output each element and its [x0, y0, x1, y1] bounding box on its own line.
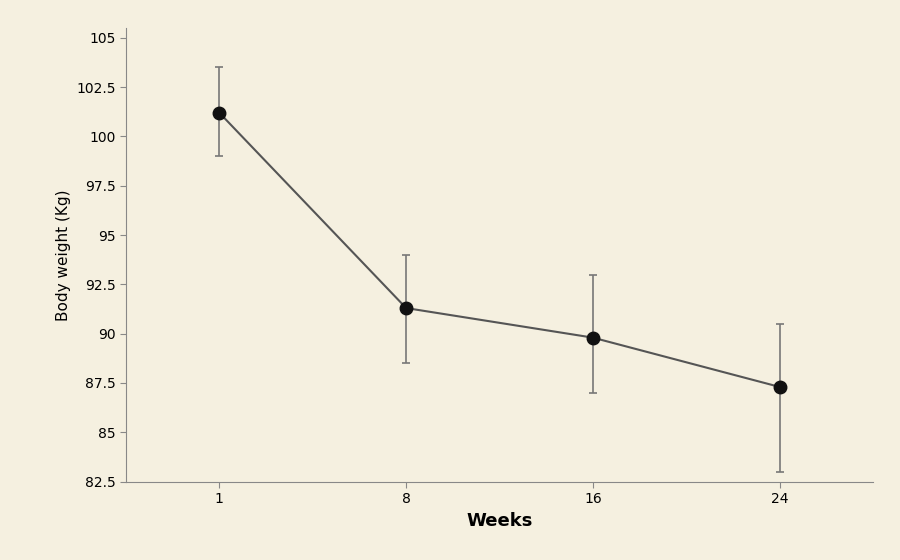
- Y-axis label: Body weight (Kg): Body weight (Kg): [56, 189, 70, 320]
- X-axis label: Weeks: Weeks: [466, 512, 533, 530]
